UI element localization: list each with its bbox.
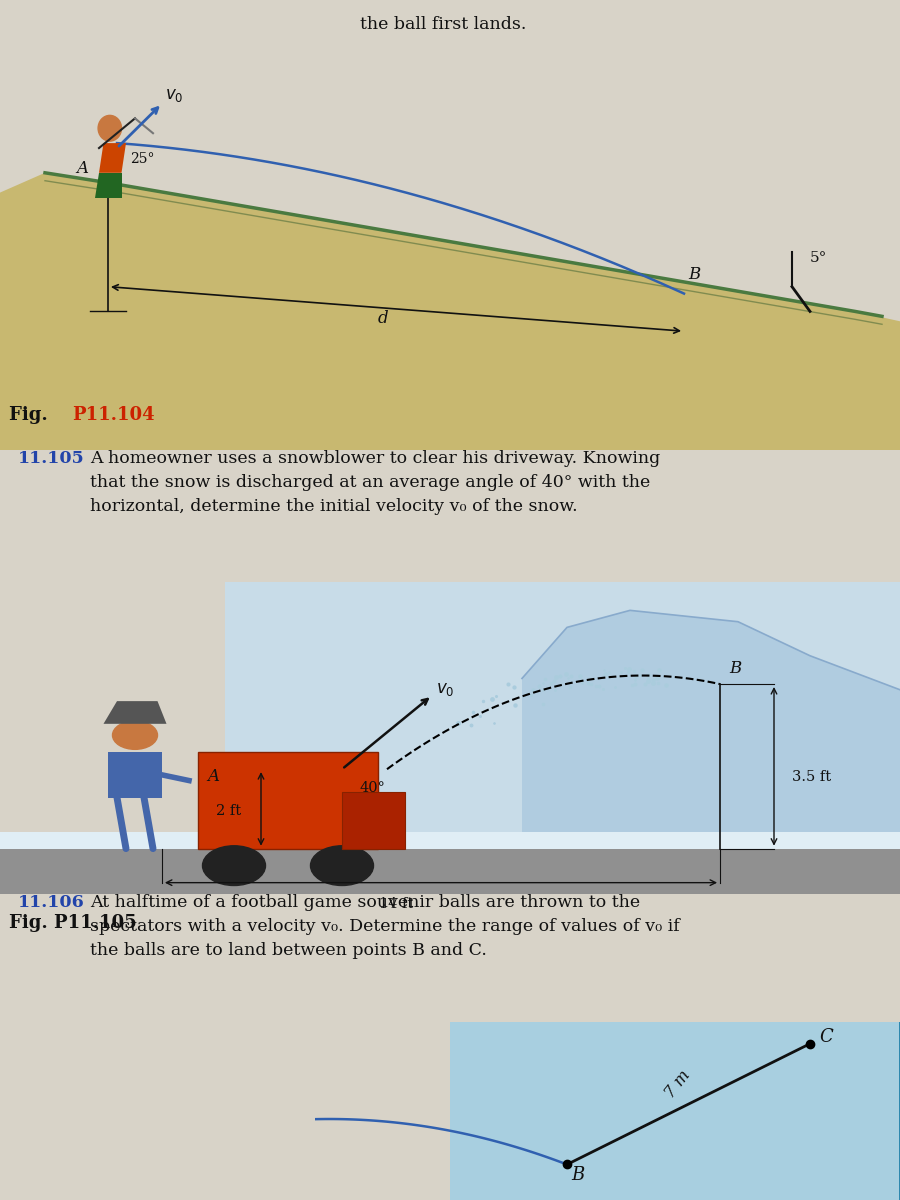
Polygon shape [0, 832, 900, 848]
Text: 2 ft: 2 ft [216, 804, 241, 817]
Text: B: B [688, 265, 701, 283]
Text: $v_0$: $v_0$ [436, 680, 454, 697]
Text: A: A [76, 160, 88, 176]
Text: B: B [729, 660, 742, 677]
Polygon shape [450, 1022, 900, 1200]
Circle shape [112, 721, 158, 749]
Polygon shape [0, 848, 900, 894]
Circle shape [310, 846, 374, 886]
Polygon shape [104, 701, 166, 724]
Text: 11.106: 11.106 [18, 894, 85, 911]
Polygon shape [342, 792, 405, 848]
Polygon shape [108, 752, 162, 798]
Polygon shape [99, 143, 126, 173]
Text: A: A [207, 768, 219, 785]
Text: 5°: 5° [810, 251, 827, 265]
Text: 14 ft: 14 ft [379, 898, 413, 911]
Polygon shape [94, 173, 122, 198]
Text: 7 m: 7 m [662, 1067, 694, 1100]
Text: the ball first lands.: the ball first lands. [360, 16, 526, 32]
Polygon shape [0, 173, 900, 450]
Text: $v_0$: $v_0$ [165, 86, 183, 103]
Text: 3.5 ft: 3.5 ft [792, 769, 831, 784]
Text: 25°: 25° [130, 152, 155, 166]
Text: At halftime of a football game souvenir balls are thrown to the
spectators with : At halftime of a football game souvenir … [91, 894, 680, 959]
Polygon shape [225, 582, 900, 848]
Text: B: B [572, 1166, 585, 1184]
Text: 40°: 40° [360, 781, 386, 794]
Text: P11.104: P11.104 [72, 407, 155, 425]
Text: C: C [819, 1028, 832, 1046]
Text: Fig. P11.105: Fig. P11.105 [9, 914, 137, 932]
Text: A homeowner uses a snowblower to clear his driveway. Knowing
that the snow is di: A homeowner uses a snowblower to clear h… [91, 450, 661, 515]
Text: 11.105: 11.105 [18, 450, 85, 467]
Circle shape [98, 115, 122, 142]
Polygon shape [198, 752, 378, 848]
Polygon shape [522, 611, 900, 848]
Text: Fig.: Fig. [9, 407, 54, 425]
Text: d: d [378, 311, 389, 328]
Circle shape [202, 846, 266, 886]
